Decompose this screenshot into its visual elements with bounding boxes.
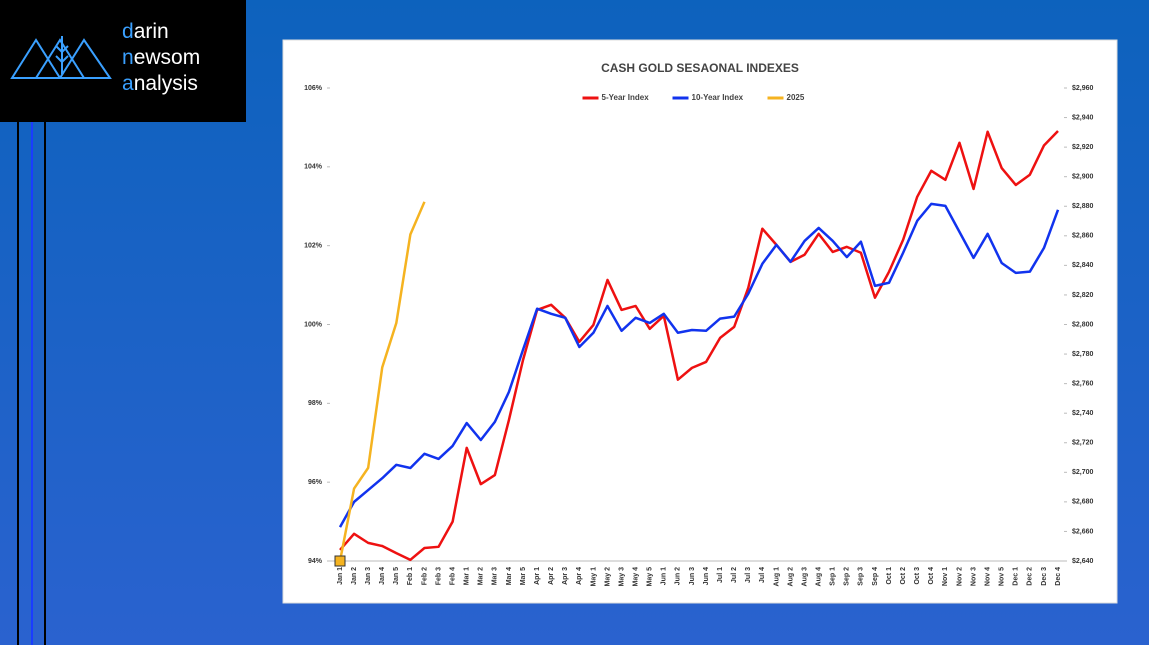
legend-label: 2025: [787, 93, 805, 102]
y2-tick-label: $2,860: [1072, 233, 1094, 240]
y2-tick-label: $2,960: [1072, 85, 1094, 92]
logo-word: ewsom: [134, 46, 201, 69]
y2-tick-label: $2,700: [1072, 469, 1094, 476]
x-tick-label: Oct 1: [886, 567, 893, 585]
x-tick-label: Apr 3: [562, 567, 569, 585]
series-line: [339, 130, 1059, 562]
x-tick-label: Aug 2: [787, 567, 794, 587]
x-tick-label: May 2: [604, 567, 611, 587]
logo-line: newsom: [122, 46, 200, 69]
chart-title: CASH GOLD SESAONAL INDEXES: [601, 61, 799, 75]
x-tick-label: Aug 4: [816, 567, 823, 587]
y2-tick-label: $2,740: [1072, 410, 1094, 417]
x-tick-label: Dec 2: [1027, 567, 1034, 586]
x-tick-label: May 3: [618, 567, 625, 587]
logo-line: darin: [122, 20, 169, 43]
y-tick-label: 100%: [304, 321, 323, 328]
x-tick-label: Mar 1: [464, 567, 471, 585]
y2-tick-label: $2,760: [1072, 380, 1094, 387]
y-tick-label: 98%: [308, 400, 323, 407]
y2-tick-label: $2,660: [1072, 528, 1094, 535]
logo-initial: a: [122, 72, 134, 95]
x-tick-label: Jul 1: [717, 567, 724, 583]
x-tick-label: Sep 4: [872, 567, 879, 586]
y-tick-label: 102%: [304, 243, 323, 250]
legend-label: 5-Year Index: [602, 93, 650, 102]
y-tick-label: 94%: [308, 558, 323, 565]
logo-text: darin newsom analysis: [122, 20, 200, 95]
logo-word: arin: [134, 20, 169, 43]
y2-tick-label: $2,840: [1072, 262, 1094, 269]
x-tick-label: Mar 5: [520, 567, 527, 585]
x-tick-label: Jan 2: [351, 567, 358, 585]
x-tick-label: Nov 2: [956, 567, 963, 586]
y2-tick-label: $2,680: [1072, 499, 1094, 506]
y2-tick-label: $2,780: [1072, 351, 1094, 358]
logo-line: analysis: [122, 72, 198, 95]
x-tick-label: Mar 3: [492, 567, 499, 585]
chart-panel: [282, 39, 1118, 604]
x-tick-label: Sep 3: [858, 567, 865, 586]
x-tick-label: Sep 1: [830, 567, 837, 586]
x-tick-label: Feb 4: [449, 567, 456, 585]
x-tick-label: Jun 1: [661, 567, 668, 585]
x-tick-label: Nov 4: [984, 567, 991, 586]
logo-initial: n: [122, 46, 134, 69]
logo-word: nalysis: [134, 72, 198, 95]
x-tick-label: Jul 2: [731, 567, 738, 583]
x-tick-label: Jul 4: [759, 567, 766, 583]
x-tick-label: Nov 5: [999, 567, 1006, 586]
x-tick-label: Feb 3: [435, 567, 442, 585]
y2-tick-label: $2,720: [1072, 440, 1094, 447]
x-tick-label: Dec 3: [1041, 567, 1048, 586]
y2-tick-label: $2,800: [1072, 321, 1094, 328]
x-tick-label: Oct 2: [900, 567, 907, 585]
x-tick-label: Aug 1: [773, 567, 780, 587]
y-tick-label: 106%: [304, 85, 323, 92]
x-tick-label: Feb 2: [421, 567, 428, 585]
x-tick-label: Mar 2: [478, 567, 485, 585]
y-tick-label: 104%: [304, 164, 323, 171]
logo-icon: [10, 36, 112, 79]
y2-tick-label: $2,920: [1072, 144, 1094, 151]
x-tick-label: Apr 2: [548, 567, 555, 585]
y2-tick-label: $2,880: [1072, 203, 1094, 210]
x-tick-label: Jul 3: [745, 567, 752, 583]
y2-tick-label: $2,820: [1072, 292, 1094, 299]
x-tick-label: Apr 1: [534, 567, 541, 585]
x-tick-label: Sep 2: [844, 567, 851, 586]
logo-box: [0, 0, 246, 122]
x-tick-label: Jun 4: [703, 567, 710, 585]
series-line: [338, 202, 1060, 528]
x-tick-label: May 4: [632, 567, 639, 587]
x-tick-label: Oct 3: [914, 567, 921, 585]
x-tick-label: Oct 4: [928, 567, 935, 585]
point-marker: [334, 555, 346, 567]
y-tick-label: 96%: [308, 479, 323, 486]
x-tick-label: Jun 3: [689, 567, 696, 585]
y2-tick-label: $2,940: [1072, 114, 1094, 121]
x-tick-label: Jan 1: [337, 567, 344, 585]
x-tick-label: Jan 4: [379, 567, 386, 585]
x-tick-label: Nov 3: [970, 567, 977, 586]
x-tick-label: Jun 2: [675, 567, 682, 585]
x-tick-label: Aug 3: [801, 567, 808, 587]
x-tick-label: May 1: [590, 567, 597, 587]
x-tick-label: Nov 1: [942, 567, 949, 586]
x-tick-label: Dec 1: [1013, 567, 1020, 586]
x-tick-label: Feb 1: [407, 567, 414, 585]
x-tick-label: Dec 4: [1055, 567, 1062, 586]
x-tick-label: May 5: [647, 567, 654, 587]
x-tick-label: Mar 4: [506, 567, 513, 585]
y2-tick-label: $2,900: [1072, 174, 1094, 181]
x-tick-label: Apr 4: [576, 567, 583, 585]
legend-label: 10-Year Index: [692, 93, 744, 102]
logo-initial: d: [122, 20, 134, 43]
series-line: [338, 201, 426, 562]
x-tick-label: Jan 3: [365, 567, 372, 585]
y2-tick-label: $2,640: [1072, 558, 1094, 565]
x-tick-label: Jan 5: [393, 567, 400, 585]
